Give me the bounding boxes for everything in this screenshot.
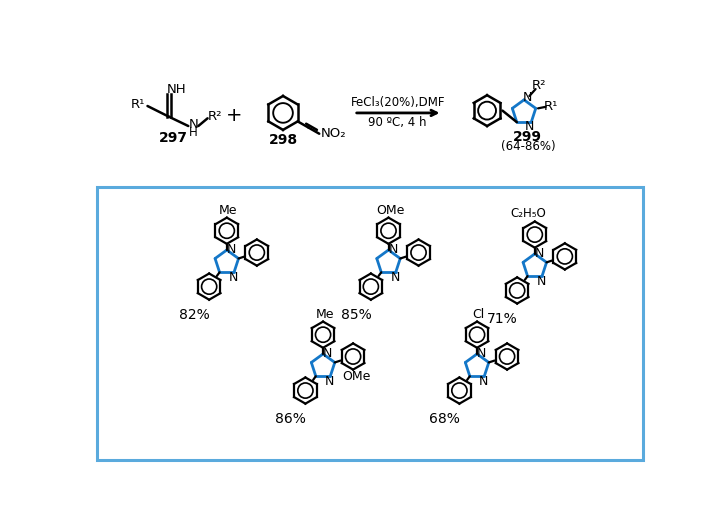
Text: Me: Me <box>219 204 238 217</box>
Text: N: N <box>477 347 487 359</box>
Text: N: N <box>189 118 199 131</box>
Text: N: N <box>323 347 332 359</box>
Text: N: N <box>388 243 398 256</box>
Text: 71%: 71% <box>487 312 518 325</box>
Text: N: N <box>524 120 534 133</box>
Text: N: N <box>227 243 236 256</box>
Text: N: N <box>536 275 546 288</box>
Text: Me: Me <box>316 308 334 321</box>
Text: Cl: Cl <box>472 308 484 321</box>
Text: 68%: 68% <box>430 412 460 425</box>
Text: OMe: OMe <box>343 370 371 383</box>
Text: N: N <box>391 271 400 284</box>
Text: N: N <box>479 375 488 388</box>
Text: R²: R² <box>532 80 547 92</box>
Text: H: H <box>189 126 198 139</box>
FancyBboxPatch shape <box>97 187 643 460</box>
Text: N: N <box>325 375 334 388</box>
Text: 85%: 85% <box>341 308 372 322</box>
Text: +: + <box>226 106 243 125</box>
Text: FeCl₃(20%),DMF: FeCl₃(20%),DMF <box>350 96 445 108</box>
Text: R¹: R¹ <box>544 100 558 113</box>
Text: N: N <box>523 91 533 104</box>
Text: N: N <box>535 247 544 259</box>
Text: 299: 299 <box>513 130 542 144</box>
Text: OMe: OMe <box>376 204 404 217</box>
Text: C₂H₅O: C₂H₅O <box>510 208 547 220</box>
Text: 297: 297 <box>158 132 188 145</box>
Text: 298: 298 <box>269 133 297 147</box>
Text: 82%: 82% <box>179 308 210 322</box>
Text: R¹: R¹ <box>131 98 145 111</box>
Text: NO₂: NO₂ <box>321 127 346 140</box>
Text: R²: R² <box>208 110 222 123</box>
Text: 86%: 86% <box>275 412 306 425</box>
Text: (64-86%): (64-86%) <box>500 139 555 152</box>
Text: N: N <box>229 271 238 284</box>
Text: NH: NH <box>167 83 186 95</box>
Text: 90 ºC, 4 h: 90 ºC, 4 h <box>368 116 427 129</box>
